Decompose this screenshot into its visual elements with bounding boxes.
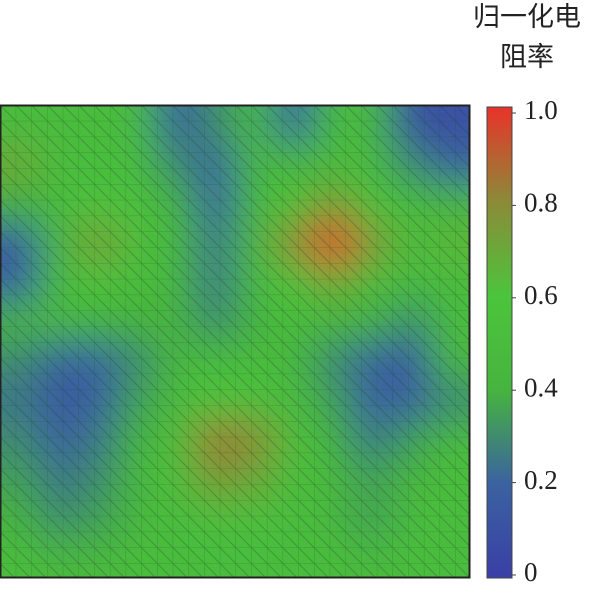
map-border xyxy=(0,104,471,579)
colorbar-tick-label: 0.4 xyxy=(524,372,558,402)
colorbar xyxy=(486,106,513,579)
colorbar-label: 归一化电 xyxy=(473,2,581,32)
colorbar-tick-label: 0.6 xyxy=(524,280,558,310)
colorbar-tick-label: 0.2 xyxy=(524,465,558,495)
colorbar-tick-label: 1.0 xyxy=(524,95,558,125)
colorbar-tick-label: 0 xyxy=(524,557,538,587)
mesh-overlay xyxy=(0,105,470,578)
colorbar-label: 阻率 xyxy=(500,42,554,72)
colorbar-tick-label: 0.8 xyxy=(524,188,558,218)
